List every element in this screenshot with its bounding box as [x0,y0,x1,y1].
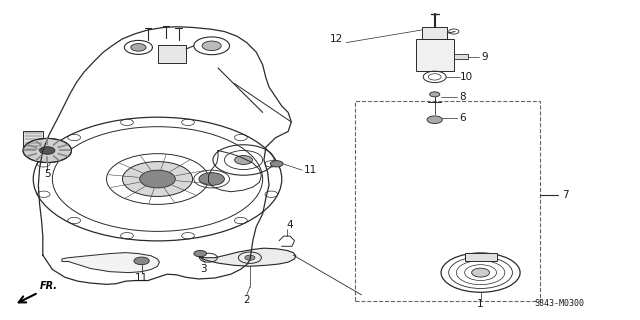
Bar [355,101,540,301]
Polygon shape [62,252,159,273]
Circle shape [134,257,149,265]
Circle shape [472,268,490,277]
Text: 2: 2 [243,295,250,305]
Text: 5: 5 [44,169,51,179]
Text: 10: 10 [460,72,474,82]
Circle shape [202,41,221,51]
Text: 4: 4 [287,220,293,230]
Circle shape [140,170,175,188]
Bar [422,27,447,39]
Bar [465,252,497,260]
Circle shape [131,44,146,51]
Circle shape [427,116,442,124]
Text: S843-M0300: S843-M0300 [534,300,584,308]
Text: 11: 11 [135,273,148,283]
Bar [454,54,468,60]
Circle shape [122,162,193,196]
Text: 11: 11 [304,165,317,175]
Text: 12: 12 [330,35,343,44]
Text: 6: 6 [459,113,465,123]
Polygon shape [199,248,296,266]
Bar [415,39,454,71]
Circle shape [429,92,440,97]
Text: 1: 1 [477,299,484,309]
Circle shape [40,147,55,154]
Circle shape [270,161,283,167]
Text: 8: 8 [459,92,465,102]
Circle shape [245,255,255,260]
Text: 9: 9 [481,52,488,62]
Circle shape [199,173,225,185]
Bar [23,132,44,150]
Text: 7: 7 [562,190,569,200]
Text: FR.: FR. [40,281,58,291]
Circle shape [23,139,72,163]
Bar [158,45,186,63]
Circle shape [194,251,207,257]
Circle shape [235,156,252,164]
Text: 3: 3 [200,264,207,274]
